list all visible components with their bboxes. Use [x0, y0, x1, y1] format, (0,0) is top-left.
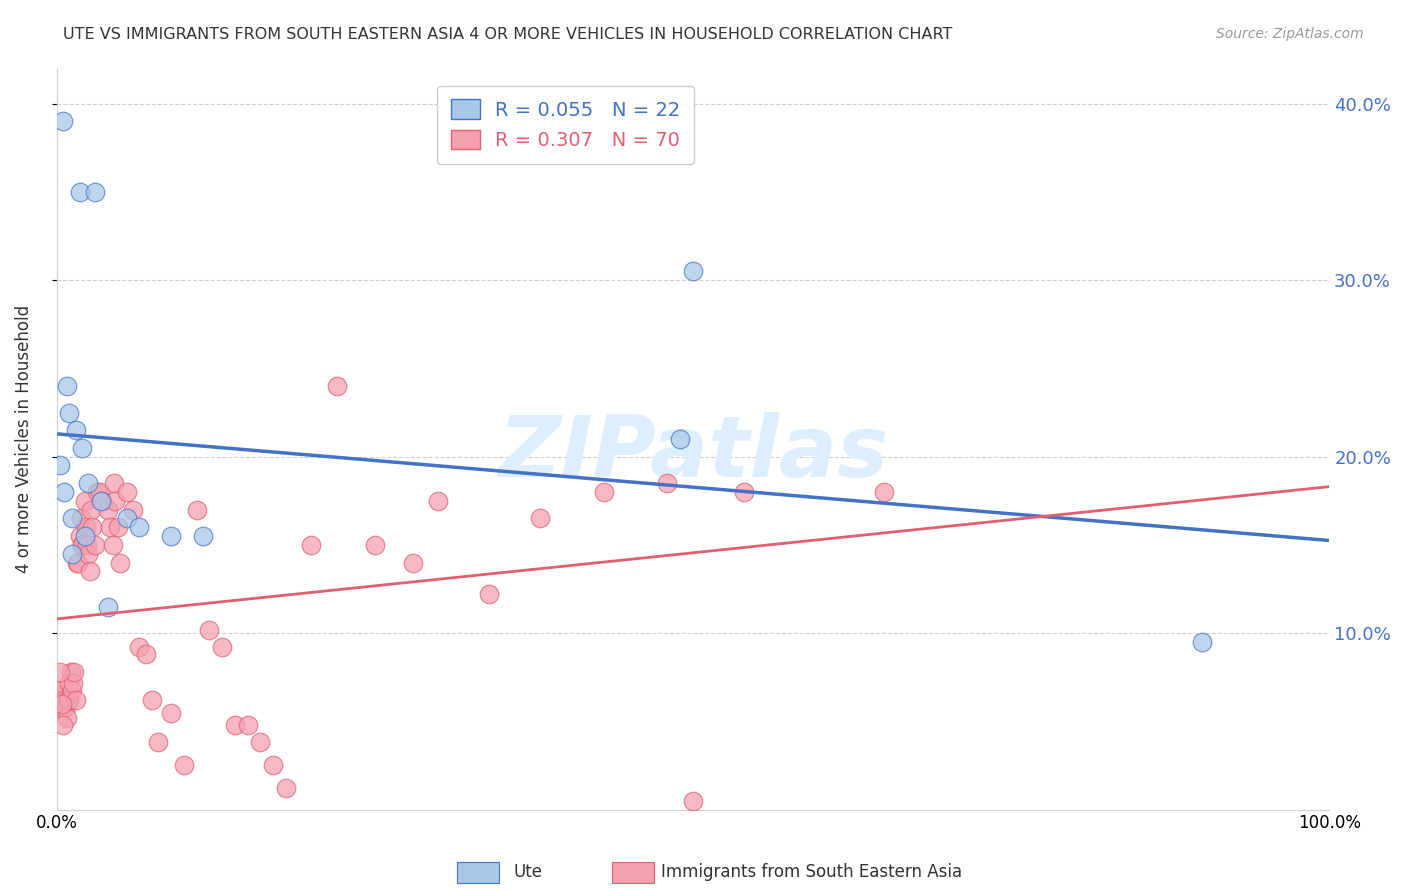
Point	[49, 693, 72, 707]
Point	[135, 647, 157, 661]
Point	[70, 441, 93, 455]
Point	[52, 718, 75, 732]
Point	[128, 640, 150, 655]
Point	[104, 493, 127, 508]
Point	[211, 640, 233, 655]
Y-axis label: 4 or more Vehicles in Household: 4 or more Vehicles in Household	[15, 305, 32, 573]
Legend: R = 0.055   N = 22, R = 0.307   N = 70: R = 0.055 N = 22, R = 0.307 N = 70	[437, 86, 695, 163]
Point	[262, 758, 284, 772]
Point	[160, 706, 183, 720]
Point	[82, 520, 104, 534]
Point	[657, 476, 679, 491]
Point	[148, 735, 170, 749]
Point	[325, 379, 347, 393]
Point	[60, 547, 83, 561]
Point	[249, 735, 271, 749]
Point	[186, 502, 208, 516]
Point	[58, 675, 80, 690]
Point	[53, 693, 76, 707]
Point	[115, 485, 138, 500]
Point	[402, 556, 425, 570]
Point	[69, 185, 91, 199]
Point	[60, 511, 83, 525]
Point	[98, 520, 121, 534]
Text: Ute: Ute	[513, 863, 543, 881]
Point	[83, 185, 105, 199]
Point	[733, 485, 755, 500]
Point	[53, 485, 76, 500]
Point	[364, 538, 387, 552]
Point	[67, 556, 90, 570]
Point	[49, 458, 72, 473]
Point	[592, 485, 614, 500]
Point	[70, 538, 93, 552]
Point	[191, 529, 214, 543]
Point	[51, 700, 73, 714]
Point	[48, 688, 70, 702]
Text: ZIPatlas: ZIPatlas	[498, 412, 889, 495]
Point	[63, 665, 86, 679]
Point	[69, 511, 91, 525]
Point	[89, 485, 111, 500]
Point	[69, 529, 91, 543]
Point	[96, 599, 118, 614]
Point	[478, 587, 501, 601]
Point	[65, 693, 87, 707]
Point	[59, 665, 82, 679]
Point	[141, 693, 163, 707]
Point	[52, 114, 75, 128]
Point	[62, 675, 84, 690]
Point	[58, 406, 80, 420]
Point	[75, 520, 97, 534]
Text: Source: ZipAtlas.com: Source: ZipAtlas.com	[1216, 27, 1364, 41]
Point	[173, 758, 195, 772]
Point	[873, 485, 896, 500]
Point	[56, 711, 79, 725]
Point	[682, 264, 704, 278]
Point	[236, 718, 259, 732]
Point	[76, 538, 98, 552]
Point	[79, 565, 101, 579]
Point	[90, 493, 112, 508]
Point	[83, 538, 105, 552]
Point	[86, 485, 108, 500]
Point	[56, 379, 79, 393]
Point	[56, 693, 79, 707]
Point	[224, 718, 246, 732]
Point	[91, 493, 114, 508]
Text: UTE VS IMMIGRANTS FROM SOUTH EASTERN ASIA 4 OR MORE VEHICLES IN HOUSEHOLD CORREL: UTE VS IMMIGRANTS FROM SOUTH EASTERN ASI…	[63, 27, 953, 42]
Point	[529, 511, 551, 525]
Point	[101, 538, 124, 552]
Point	[73, 493, 96, 508]
Point	[198, 623, 221, 637]
Point	[122, 502, 145, 516]
Point	[110, 556, 132, 570]
Point	[77, 476, 100, 491]
Point	[682, 794, 704, 808]
Point	[669, 432, 692, 446]
Point	[51, 697, 73, 711]
Point	[96, 502, 118, 516]
Point	[70, 538, 93, 552]
Point	[55, 700, 77, 714]
Point	[128, 520, 150, 534]
Point	[299, 538, 322, 552]
Point	[66, 556, 89, 570]
Point	[107, 520, 129, 534]
Point	[52, 682, 75, 697]
Point	[1191, 635, 1213, 649]
Point	[60, 682, 83, 697]
Point	[160, 529, 183, 543]
Point	[77, 547, 100, 561]
Text: Immigrants from South Eastern Asia: Immigrants from South Eastern Asia	[661, 863, 962, 881]
Point	[80, 502, 103, 516]
Point	[274, 781, 297, 796]
Point	[49, 665, 72, 679]
Point	[115, 511, 138, 525]
Point	[58, 693, 80, 707]
Point	[73, 529, 96, 543]
Point	[103, 476, 125, 491]
Point	[427, 493, 450, 508]
Point	[65, 423, 87, 437]
